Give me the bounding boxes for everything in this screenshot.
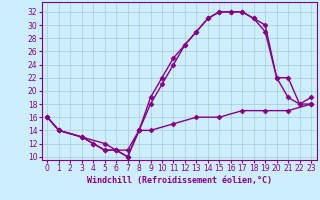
X-axis label: Windchill (Refroidissement éolien,°C): Windchill (Refroidissement éolien,°C) bbox=[87, 176, 272, 185]
